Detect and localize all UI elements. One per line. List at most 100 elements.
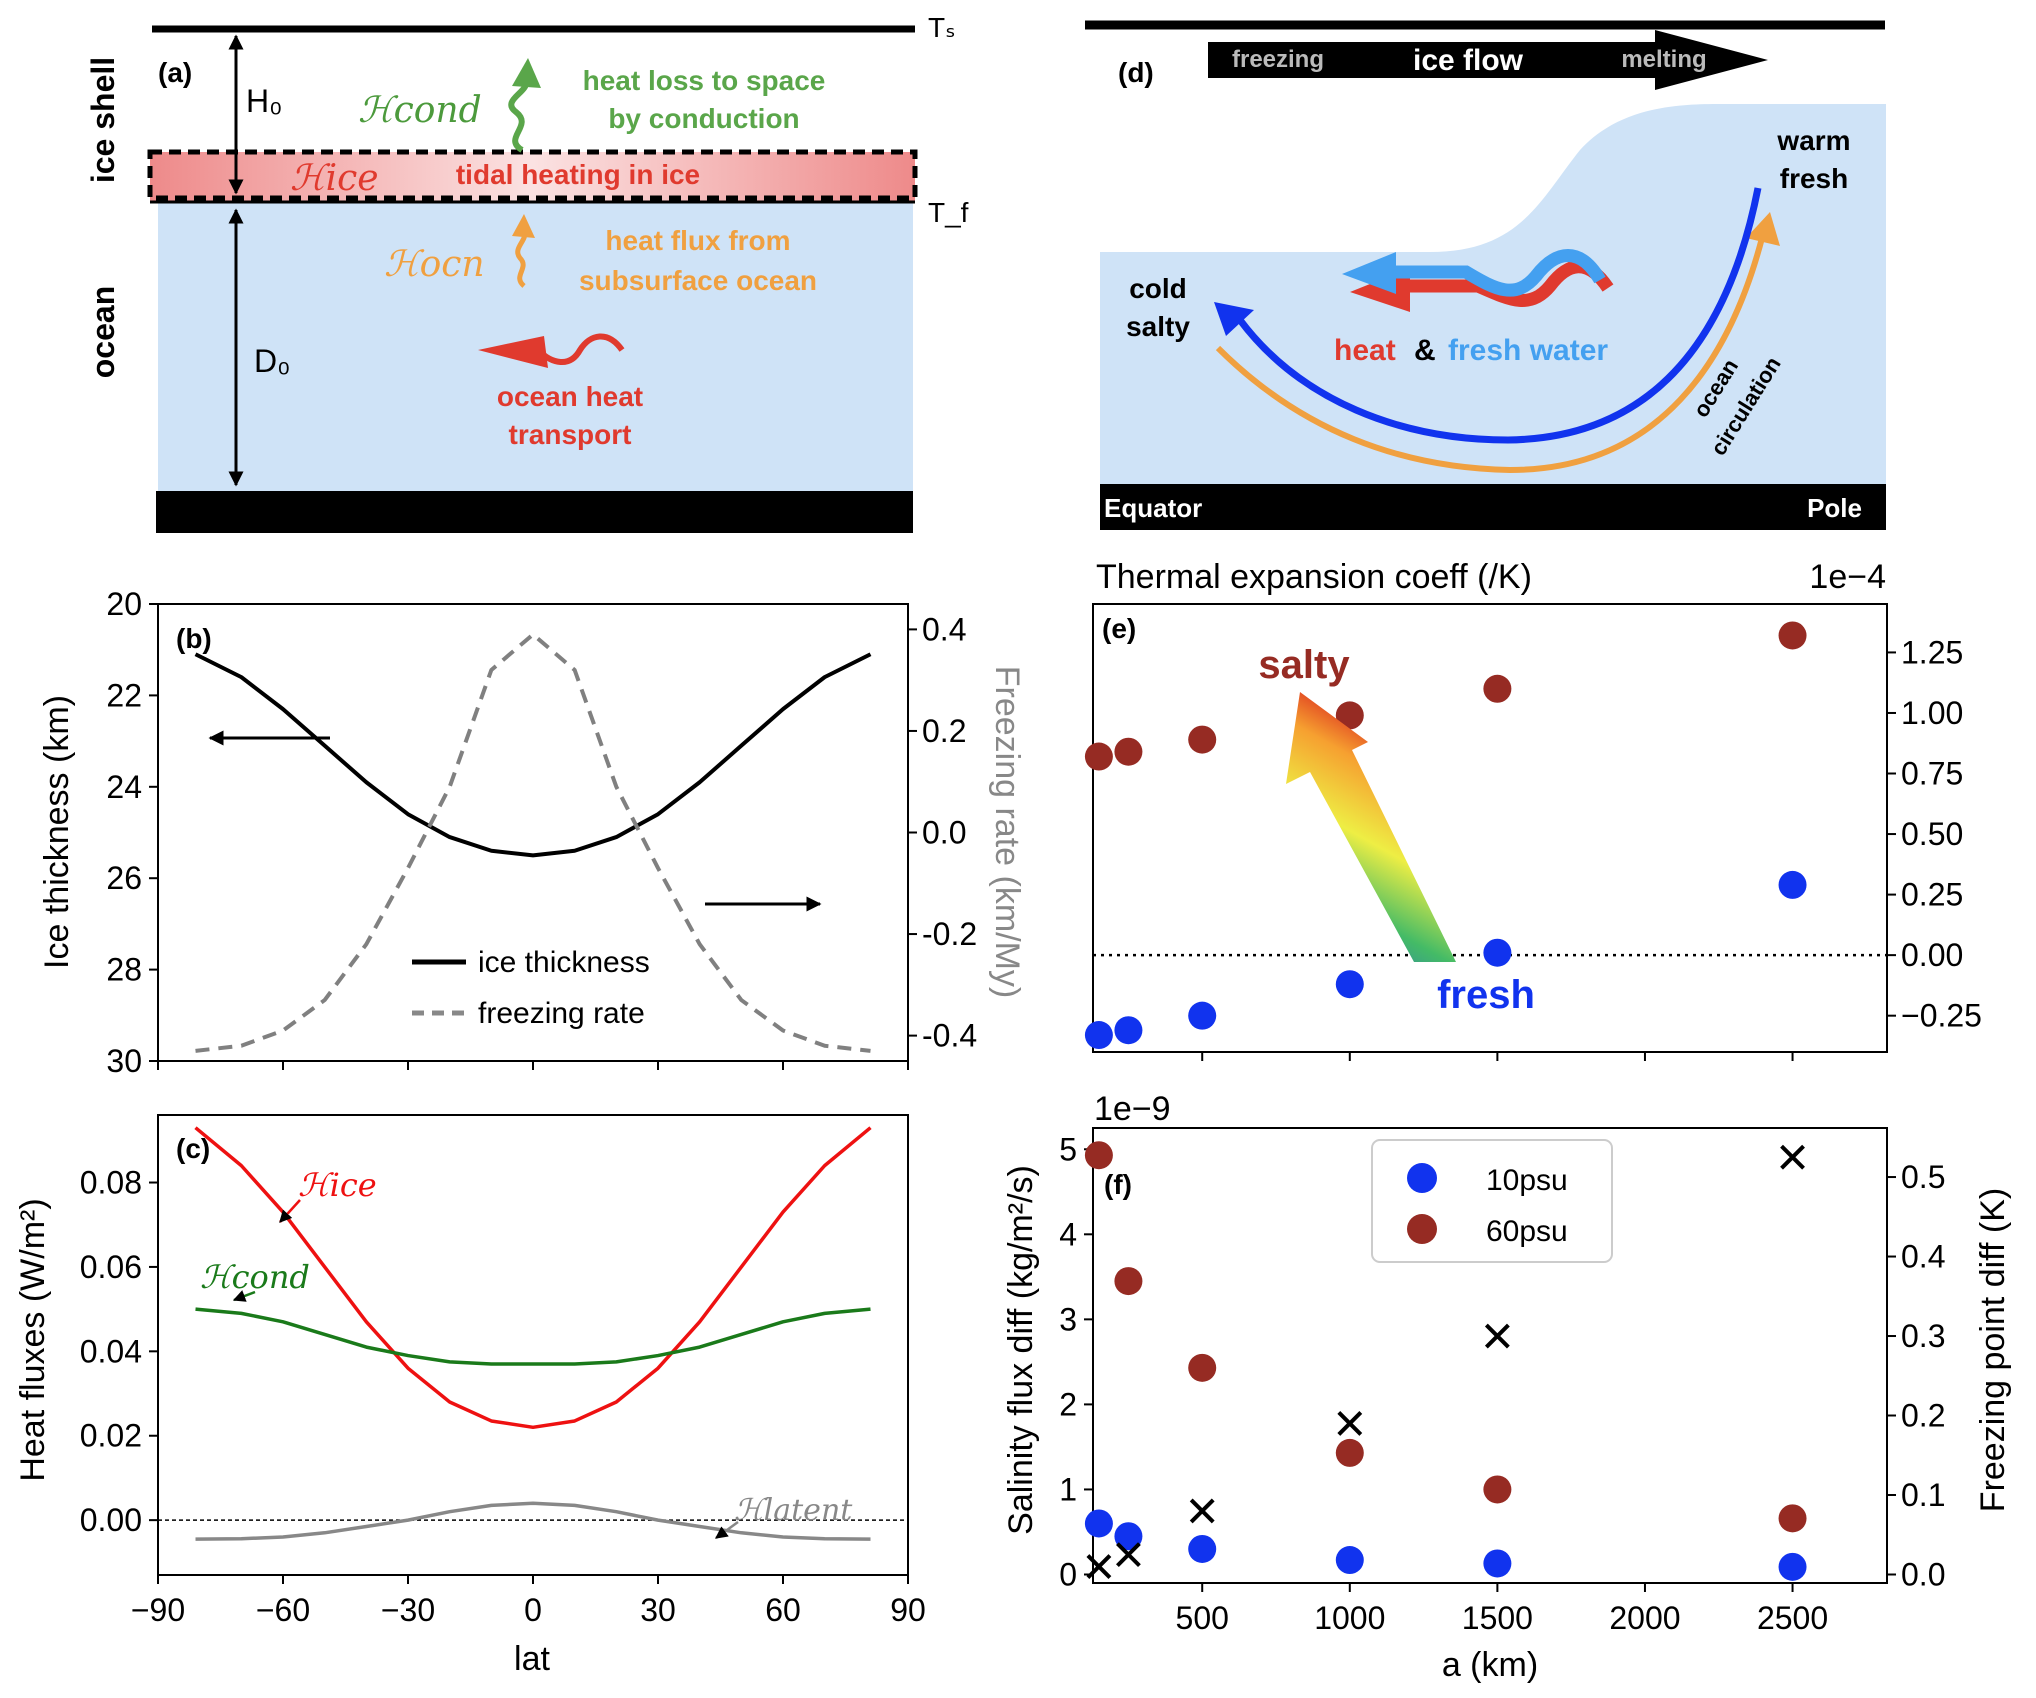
e-ytick-label: 0.25	[1901, 877, 1963, 913]
hice-symbol: ℋice	[290, 158, 379, 199]
f-ytick-label-right: 0.2	[1901, 1398, 1945, 1434]
fresh-label-d: fresh	[1780, 163, 1848, 194]
e-point-60psu	[1084, 742, 1113, 771]
f-point-10psu	[1114, 1522, 1143, 1551]
f-xtick-label: 2000	[1609, 1600, 1680, 1636]
pole-label: Pole	[1807, 493, 1862, 523]
ocean-flux-wavy-arrow	[515, 230, 528, 288]
b-ylabel-left: Ice thickness (km)	[38, 695, 76, 969]
series-freezing-rate	[195, 632, 871, 1053]
warm-label: warm	[1776, 125, 1850, 156]
f-ytick-label-right: 0.0	[1901, 1556, 1945, 1592]
c-xtick-label: −90	[131, 1592, 185, 1628]
fresh-annotation: fresh	[1437, 973, 1535, 1017]
ice-band-outline	[147, 149, 918, 201]
ocean-floor	[156, 491, 913, 533]
e-point-60psu	[1335, 701, 1364, 730]
e-point-10psu	[1188, 1001, 1217, 1030]
f-ytick-label-left: 1	[1059, 1471, 1077, 1507]
heat-label: heat	[1334, 334, 1396, 367]
f-point-60psu	[1778, 1504, 1807, 1533]
e-point-10psu	[1084, 1021, 1113, 1050]
tidal-heating-text: tidal heating in ice	[456, 159, 700, 190]
e-ytick-label: 0.50	[1901, 816, 1963, 852]
ocean-circulation-blue	[1237, 187, 1762, 444]
ocean-flux-text-2: subsurface ocean	[579, 265, 817, 296]
series-c-0	[194, 1126, 872, 1430]
panel-e-label: (e)	[1102, 613, 1136, 644]
freshwater-arrowhead	[1342, 252, 1396, 294]
legend-marker-10psu	[1407, 1163, 1437, 1193]
b-ytick-label-right: 0.2	[922, 713, 966, 749]
e-title: Thermal expansion coeff (/K)	[1096, 558, 1532, 596]
f-point-10psu	[1188, 1534, 1217, 1563]
ocean-flux-text-1: heat flux from	[605, 225, 790, 256]
legend-60psu: 60psu	[1486, 1215, 1568, 1248]
f-ylabel-right: Freezing point diff (K)	[1974, 1188, 2012, 1512]
e-ytick-label: 1.25	[1901, 634, 1963, 670]
hlatent-annotation-arrow	[714, 1520, 739, 1540]
ocean-transport-text-1: ocean heat	[497, 381, 643, 412]
f-point-60psu	[1483, 1475, 1512, 1504]
f-marks: 500 1000 1500 2000 2500 0 1 2 3 4 5 0.0 0.1 0.2 0.3 0.4…	[1059, 1131, 1945, 1636]
e-marks: −0.25 0.00 0.25 0.50 0.75 1.00 1.25	[1084, 621, 1982, 1061]
conduction-wavy-arrow	[508, 79, 530, 153]
f-ytick-label-right: 0.3	[1901, 1318, 1945, 1354]
f-ytick-label-left: 0	[1059, 1556, 1077, 1592]
blue-arrowhead	[1214, 302, 1254, 336]
panel-b-label: (b)	[176, 623, 212, 654]
b-ytick-label-right: 0.4	[922, 611, 966, 647]
ampersand-label: &	[1414, 334, 1436, 367]
c-xtick-label: −30	[381, 1592, 435, 1628]
axes-b-frame	[157, 603, 909, 1062]
panel-f-label: (f)	[1104, 1169, 1132, 1200]
f-xtick-label: 1000	[1314, 1600, 1385, 1636]
b-ytick-label-left: 28	[106, 952, 142, 988]
ice-flow-arrow	[1208, 30, 1768, 90]
melting-label: melting	[1621, 46, 1706, 73]
c-xtick-label: 90	[890, 1592, 926, 1628]
e-point-60psu	[1188, 725, 1217, 754]
e-point-60psu	[1114, 737, 1143, 766]
f-point-60psu	[1188, 1353, 1217, 1382]
freshwater-wavy-arrow	[1390, 249, 1606, 297]
b-ytick-label-right: -0.2	[922, 916, 977, 952]
ocean-circulation-orange	[1215, 237, 1765, 474]
b-legend: ice thickness freezing rate	[412, 946, 650, 1030]
conduction-text-1: heat loss to space	[583, 65, 826, 96]
fresh-water-label: fresh water	[1448, 334, 1608, 367]
f-xlabel: a (km)	[1442, 1646, 1538, 1684]
conduction-text-2: by conduction	[608, 103, 799, 134]
b-ytick-label-right: -0.4	[922, 1018, 977, 1054]
b-ytick-label-left: 20	[106, 586, 142, 622]
c-ytick-label: 0.06	[80, 1249, 142, 1285]
axes-e-frame	[1092, 603, 1888, 1053]
f-xmarker	[1086, 1554, 1112, 1579]
c-ytick-label: 0.02	[80, 1418, 142, 1454]
panel-f: 500 1000 1500 2000 2500 0 1 2 3 4 5 0.0 0.1 0.2 0.3 0.4…	[1002, 1090, 2012, 1684]
ocean-transport-wavy-arrow	[535, 333, 625, 365]
f-ytick-label-right: 0.1	[1901, 1477, 1945, 1513]
hocn-symbol: ℋocn	[384, 244, 485, 285]
e-point-10psu	[1335, 970, 1364, 999]
ice-shell-side-label: ice shell	[85, 57, 121, 183]
ice-heating-band	[150, 152, 915, 202]
panel-c: −90 −60 −30 0 30 60 90 0.00 0.02 0.04 0.06 0.08 (c)…	[14, 1114, 926, 1678]
legend-freezing-rate: freezing rate	[478, 997, 645, 1030]
f-point-60psu	[1335, 1438, 1364, 1467]
e-point-10psu	[1114, 1016, 1143, 1045]
e-point-60psu	[1483, 674, 1512, 703]
f-ylabel-left: Salinity flux diff (kg/m²/s)	[1002, 1165, 1040, 1535]
hcond-annotation-arrow	[232, 1290, 256, 1302]
e-point-10psu	[1778, 870, 1807, 899]
e-ytick-label: 0.75	[1901, 756, 1963, 792]
f-xmarker	[1484, 1323, 1510, 1349]
e-offset-text: 1e−4	[1809, 558, 1886, 596]
f-point-10psu	[1084, 1509, 1113, 1538]
ocean-transport-text-2: transport	[509, 419, 632, 450]
salty-label: salty	[1126, 311, 1190, 342]
e-ytick-label: 1.00	[1901, 695, 1963, 731]
legend-ice-thickness: ice thickness	[478, 946, 650, 979]
